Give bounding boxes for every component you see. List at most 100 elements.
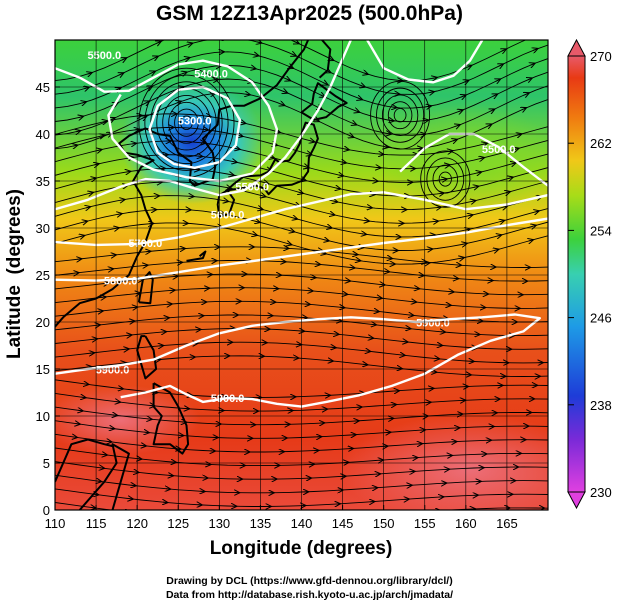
credit-drawing: Drawing by DCL (https://www.gfd-dennou.o… [166, 575, 453, 587]
wind-arrow [463, 243, 468, 244]
wind-arrow [122, 363, 127, 364]
wind-arrow [403, 342, 408, 343]
wind-arrow [477, 172, 482, 173]
wind-arrow [254, 55, 259, 56]
wind-arrow [330, 214, 335, 215]
colorbar-gradient [567, 55, 586, 493]
wind-arrow [241, 122, 246, 123]
wind-arrow [122, 58, 127, 60]
wind-arrow [339, 175, 344, 176]
wind-arrow [84, 384, 89, 385]
wind-arrow [79, 116, 84, 117]
x-tick-label: 155 [414, 516, 436, 531]
wind-arrow [406, 328, 411, 329]
wind-arrow [104, 283, 109, 284]
wind-arrow [322, 253, 327, 254]
wind-arrow [494, 249, 499, 250]
y-tick-label: 5 [43, 456, 50, 471]
wind-arrow [362, 234, 367, 235]
wind-arrow [81, 397, 86, 398]
coastlines [55, 40, 348, 510]
x-tick-label: 165 [496, 516, 518, 531]
wind-arrow [145, 432, 150, 433]
wind-arrow [334, 334, 339, 335]
wind-arrow [142, 116, 147, 118]
wind-arrow [356, 260, 361, 261]
wind-arrow [525, 93, 530, 95]
vortex-ring [438, 171, 452, 187]
wind-arrow [96, 325, 101, 326]
wind-arrow [257, 42, 262, 43]
wind-arrow [86, 207, 91, 208]
wind-arrow [120, 199, 125, 200]
wind-arrow [110, 428, 115, 429]
cyclone-vortices [138, 67, 471, 208]
wind-arrow [389, 120, 394, 121]
wind-arrow [295, 42, 300, 44]
height-contour [55, 40, 352, 211]
vortex-ring [162, 95, 211, 151]
wind-arrow [131, 485, 136, 486]
wind-arrow [76, 131, 81, 132]
wind-arrow [119, 388, 124, 389]
vortex-ring [174, 108, 199, 137]
wind-arrow [483, 143, 488, 144]
wind-arrow [496, 79, 501, 81]
wind-arrow [430, 92, 435, 93]
wind-arrow [480, 158, 485, 159]
wind-arrow [134, 472, 139, 473]
y-tick-label: 40 [36, 127, 50, 142]
wind-arrow [497, 235, 502, 236]
colorbar-min-arrow [567, 491, 586, 510]
vortex-ring [168, 101, 205, 144]
y-tick-label: 35 [36, 174, 50, 189]
wind-arrow [460, 258, 465, 259]
wind-arrow [112, 255, 117, 256]
credit-data: Data from http://database.rish.kyoto-u.a… [165, 589, 454, 601]
coastline [318, 40, 332, 79]
vortex-ring [426, 157, 465, 201]
wind-arrow [110, 118, 115, 120]
wind-arrow [132, 143, 137, 144]
wind-arrow [103, 454, 108, 455]
contour-label: 5800.0 [104, 275, 138, 287]
vortex-ring [370, 80, 431, 150]
wind-arrow [358, 98, 363, 100]
wind-arrow [464, 80, 469, 82]
contour-label: 5500.0 [87, 50, 121, 62]
wind-arrow [293, 218, 298, 219]
wind-arrow [346, 281, 351, 282]
colorbar-tick-label: 246 [590, 311, 612, 326]
wind-arrow [299, 192, 304, 193]
wind-arrow [398, 368, 403, 369]
contour-label: 5900.0 [211, 393, 245, 405]
wind-arrow [363, 364, 368, 365]
contour-label: 5400.0 [194, 69, 228, 81]
height-contour [55, 313, 541, 408]
x-tick-label: 150 [373, 516, 395, 531]
contour-label: 5700.0 [129, 238, 163, 250]
colorbar-tick-label: 230 [590, 485, 612, 500]
contour-label: 5900.0 [416, 318, 450, 330]
coastline [152, 382, 190, 455]
axis-ticks: 110 115 120 125 130 135 140 145 150 155 160 165 0 5 10… [36, 80, 518, 531]
wind-arrow [418, 148, 423, 149]
wind-arrow [506, 192, 511, 193]
y-tick-label: 10 [36, 409, 50, 424]
wind-arrow [113, 415, 118, 416]
wind-arrow [191, 29, 196, 30]
wind-arrow [366, 351, 371, 352]
wind-arrow [375, 311, 380, 312]
wind-arrow [97, 149, 102, 150]
wind-arrow [94, 494, 99, 495]
wind-arrow [372, 324, 377, 325]
wind-arrow [401, 355, 406, 356]
wind-arrow [427, 106, 432, 107]
x-tick-label: 130 [208, 516, 230, 531]
wind-arrow [124, 349, 129, 350]
wind-arrow [126, 171, 131, 172]
vortex-ring [393, 107, 407, 123]
wind-arrow [461, 95, 466, 97]
x-tick-label: 140 [291, 516, 313, 531]
wind-arrow [499, 64, 504, 66]
